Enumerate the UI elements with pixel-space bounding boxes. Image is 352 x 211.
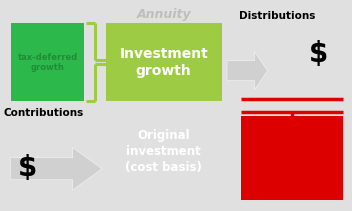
Text: Contributions: Contributions [4, 108, 84, 118]
Text: tax-deferred
growth: tax-deferred growth [17, 53, 78, 72]
Text: $: $ [18, 154, 37, 182]
Polygon shape [227, 52, 268, 90]
Polygon shape [11, 148, 102, 190]
Text: Annuity: Annuity [136, 8, 191, 22]
Text: Distributions: Distributions [239, 11, 316, 20]
FancyBboxPatch shape [241, 116, 343, 200]
Text: Investment
growth: Investment growth [119, 47, 208, 78]
FancyBboxPatch shape [106, 23, 222, 101]
Text: Original
investment
(cost basis): Original investment (cost basis) [125, 129, 202, 174]
Text: $: $ [309, 40, 328, 68]
FancyBboxPatch shape [11, 23, 84, 101]
